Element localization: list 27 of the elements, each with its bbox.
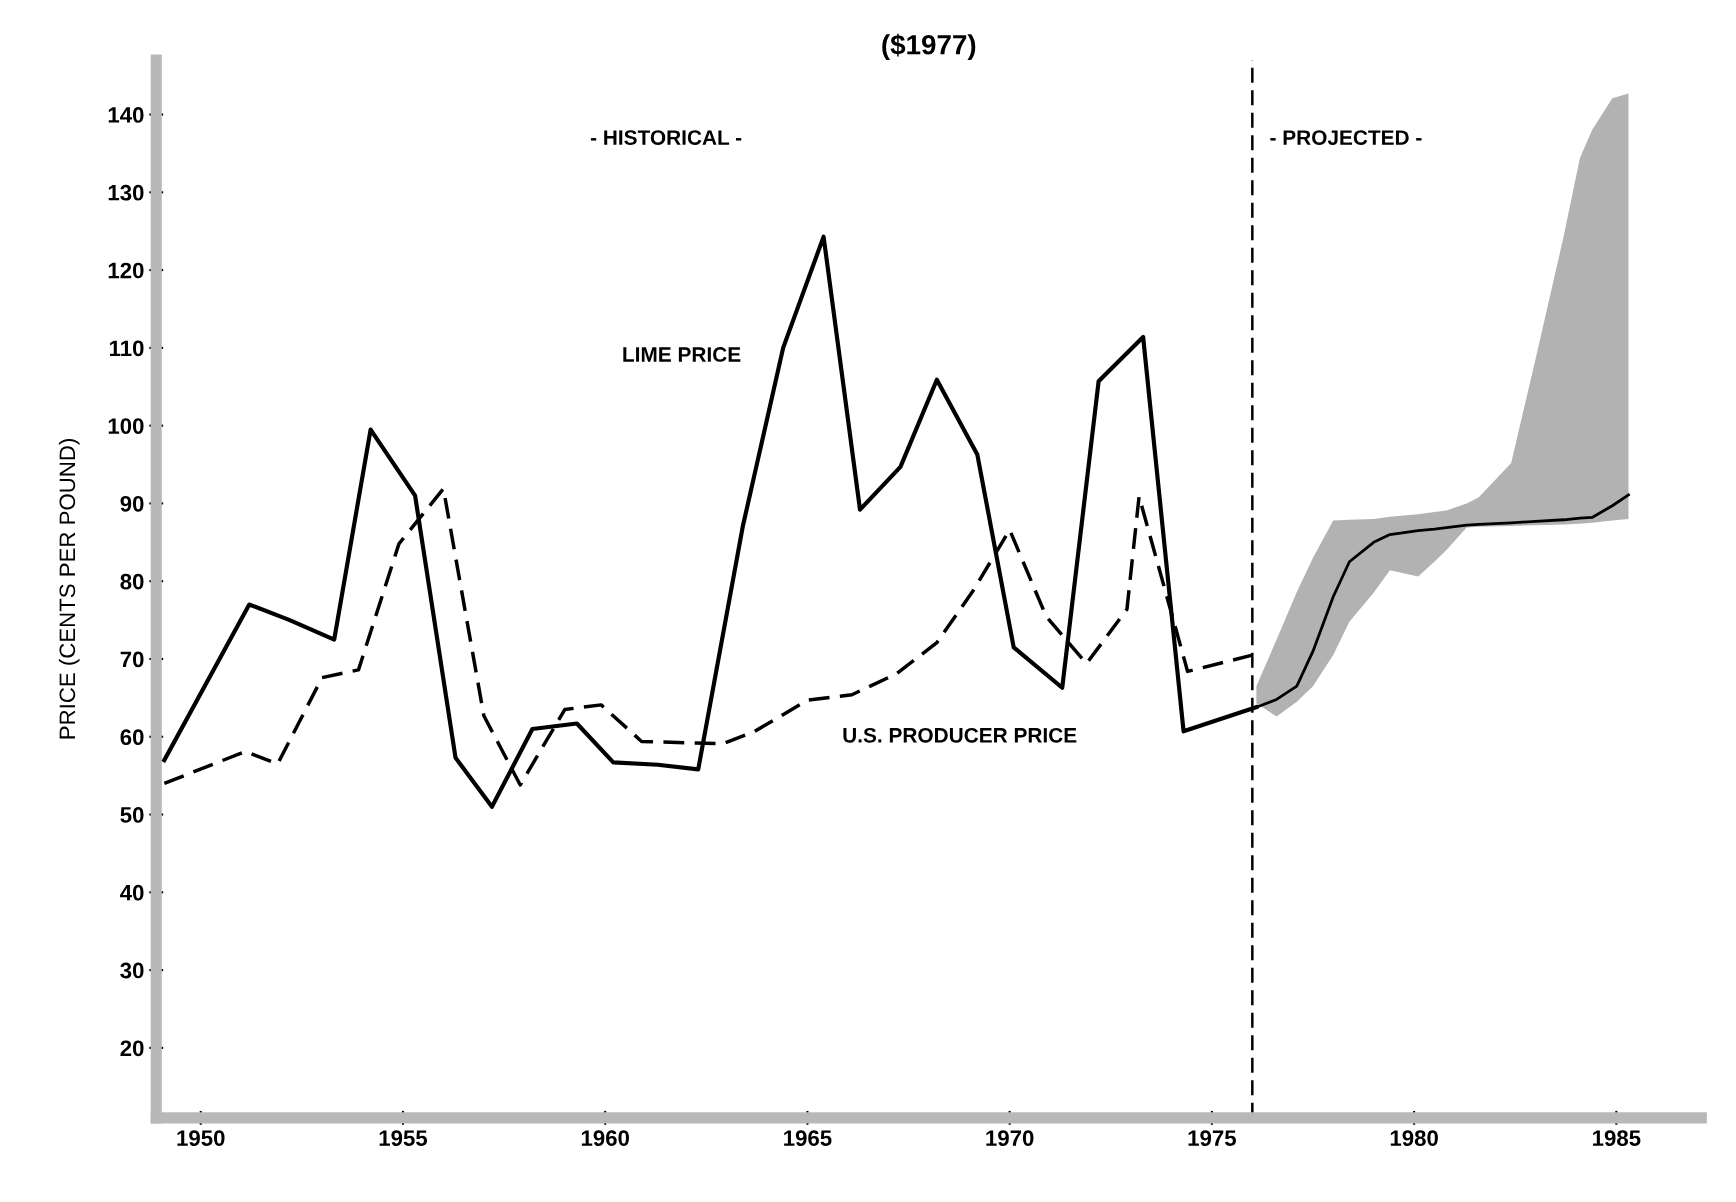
y-tick-label: 40	[120, 884, 144, 901]
y-axis-title: PRICE (CENTS PER POUND)	[58, 439, 80, 739]
y-tick-label: 20	[120, 1040, 144, 1057]
x-tick-label: 1980	[1390, 1130, 1438, 1146]
y-tick-label: 110	[109, 340, 144, 357]
y-tick-label: 140	[108, 107, 144, 123]
series-label: U.S. PRODUCER PRICE	[843, 727, 1077, 743]
y-tick-label: 100	[108, 418, 144, 434]
y-tick-label: 50	[120, 807, 144, 823]
x-tick-label: 1975	[1188, 1130, 1236, 1146]
y-tick-label: 70	[120, 651, 144, 668]
x-tick-label: 1955	[379, 1130, 428, 1146]
annotation: - HISTORICAL -	[590, 130, 742, 145]
series-label: LIME PRICE	[623, 347, 741, 362]
x-tick-label: 1960	[581, 1130, 629, 1146]
y-tick-label: 120	[108, 262, 144, 279]
y-tick-label: 30	[120, 962, 144, 979]
y-tick-label: 60	[120, 729, 144, 746]
x-tick-label: 1965	[784, 1130, 832, 1146]
annotation: - PROJECTED -	[1270, 130, 1422, 145]
x-tick-label: 1950	[177, 1130, 225, 1146]
y-tick-label: 80	[120, 573, 144, 590]
y-tick-label: 90	[120, 495, 144, 512]
x-tick-label: 1985	[1593, 1130, 1641, 1146]
chart-title: ($1977)	[882, 33, 976, 61]
y-tick-label: 130	[108, 184, 144, 201]
x-tick-label: 1970	[986, 1130, 1034, 1146]
